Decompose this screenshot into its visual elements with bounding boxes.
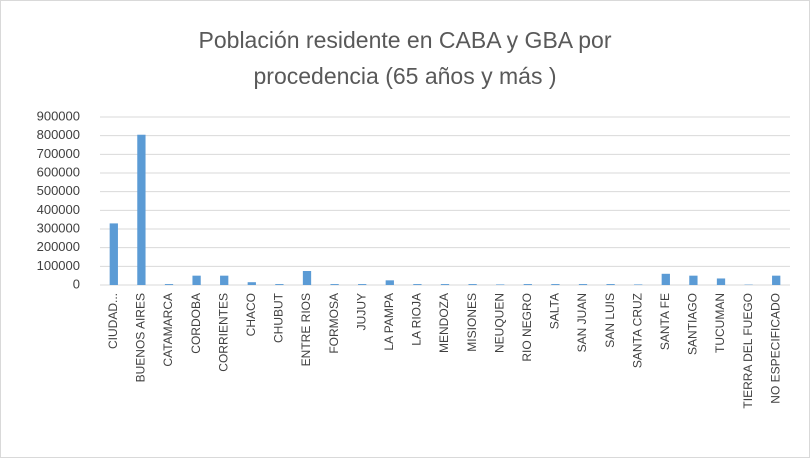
bar (247, 282, 256, 285)
bar (578, 284, 588, 285)
x-tick-label: SAN JUAN (575, 293, 589, 352)
x-tick-label: NO ESPECIFICADO (768, 293, 782, 404)
bar (440, 284, 450, 285)
y-tick-label: 800000 (37, 127, 80, 142)
y-tick-label: 100000 (37, 258, 80, 273)
x-tick-label: CORDOBA (189, 293, 203, 354)
bar (164, 284, 174, 285)
bar (468, 284, 477, 285)
y-tick-label: 500000 (37, 183, 80, 198)
bar (606, 284, 615, 285)
x-tick-label: ENTRE RIOS (299, 293, 313, 366)
bar (551, 284, 560, 285)
bar (772, 275, 781, 285)
bar (330, 284, 339, 285)
y-tick-label: 600000 (37, 164, 80, 179)
x-tick-label: TUCUMAN (713, 293, 727, 353)
bar (634, 284, 643, 285)
bar (358, 284, 367, 285)
bar (109, 223, 118, 285)
bar (137, 134, 146, 285)
x-tick-label: LA RIOJA (410, 293, 424, 346)
bar (220, 275, 229, 285)
x-tick-label: CORRIENTES (216, 293, 230, 372)
bar (661, 273, 670, 285)
bar (413, 284, 422, 285)
bar (716, 278, 726, 285)
x-tick-label: CHUBUT (272, 292, 286, 343)
x-tick-label: SANTIAGO (686, 293, 700, 355)
bar (385, 280, 394, 285)
x-tick-label: SANTA FE (658, 293, 672, 350)
x-tick-label: MENDOZA (437, 293, 451, 353)
bar (275, 284, 284, 285)
x-tick-label: FORMOSA (327, 293, 341, 354)
bar (689, 275, 698, 285)
x-tick-label: CHACO (244, 293, 258, 336)
y-tick-label: 400000 (37, 202, 80, 217)
x-tick-label: SALTA (548, 293, 562, 329)
y-tick-label: 200000 (37, 239, 80, 254)
bar (192, 275, 201, 285)
x-tick-label: SAN LUIS (603, 293, 617, 348)
y-tick-label: 900000 (37, 108, 80, 123)
y-tick-label: 0 (73, 276, 80, 291)
x-tick-label: MISIONES (465, 293, 479, 352)
x-tick-label: NEUQUEN (492, 293, 506, 353)
bar (523, 284, 532, 285)
x-tick-label: CATAMARCA (161, 293, 175, 367)
x-tick-label: JUJUY (354, 293, 368, 330)
x-tick-label: LA PAMPA (382, 293, 396, 351)
y-tick-label: 300000 (37, 220, 80, 235)
y-tick-label: 700000 (37, 146, 80, 161)
bar (302, 271, 312, 285)
x-tick-label: CIUDAD... (106, 293, 120, 349)
x-tick-label: TIERRA DEL FUEGO (741, 293, 755, 409)
bar (496, 284, 505, 285)
chart-title: Población residente en CABA y GBA por pr… (198, 27, 612, 89)
x-tick-label: RIO NEGRO (520, 293, 534, 362)
x-tick-label: BUENOS AIRES (134, 293, 148, 382)
x-tick-label: SANTA CRUZ (630, 293, 644, 368)
